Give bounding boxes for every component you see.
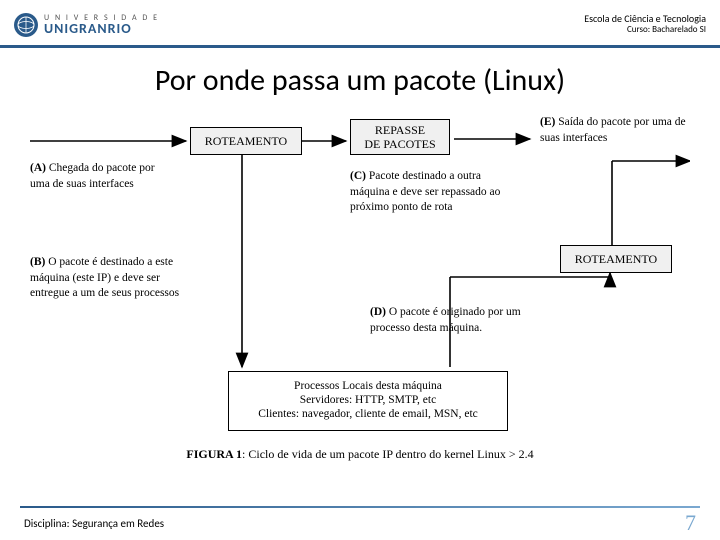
logo: U N I V E R S I D A D E UNIGRANRIO (14, 13, 159, 37)
label-A: (A) Chegada do pacote por uma de suas in… (30, 161, 175, 192)
globe-icon (14, 13, 38, 37)
footer-discipline: Disciplina: Segurança em Redes (24, 517, 164, 530)
node-repasse: REPASSEDE PACOTES (350, 119, 450, 155)
figure-caption: FIGURA 1: Ciclo de vida de um pacote IP … (30, 447, 690, 462)
slide-header: U N I V E R S I D A D E UNIGRANRIO Escol… (0, 0, 720, 48)
slide-footer: Disciplina: Segurança em Redes 7 (0, 506, 720, 540)
logo-title: UNIGRANRIO (44, 22, 159, 36)
slide-title: Por onde passa um pacote (Linux) (0, 62, 720, 99)
label-B: (B) O pacote é destinado a este máquina … (30, 255, 190, 302)
node-roteamento1: ROTEAMENTO (190, 127, 302, 155)
label-C: (C) Pacote destinado a outra máquina e d… (350, 169, 520, 216)
flowchart: FIGURA 1: Ciclo de vida de um pacote IP … (30, 105, 690, 506)
header-right: Escola de Ciência e Tecnologia Curso: Ba… (584, 13, 706, 36)
label-D: (D) O pacote é originado por um processo… (370, 305, 535, 336)
node-processos: Processos Locais desta máquinaServidores… (228, 371, 508, 431)
node-roteamento2: ROTEAMENTO (560, 245, 672, 273)
label-E: (E) Saída do pacote por uma de suas inte… (540, 115, 690, 146)
course-name: Curso: Bacharelado SI (584, 25, 706, 36)
page-number: 7 (685, 510, 696, 536)
